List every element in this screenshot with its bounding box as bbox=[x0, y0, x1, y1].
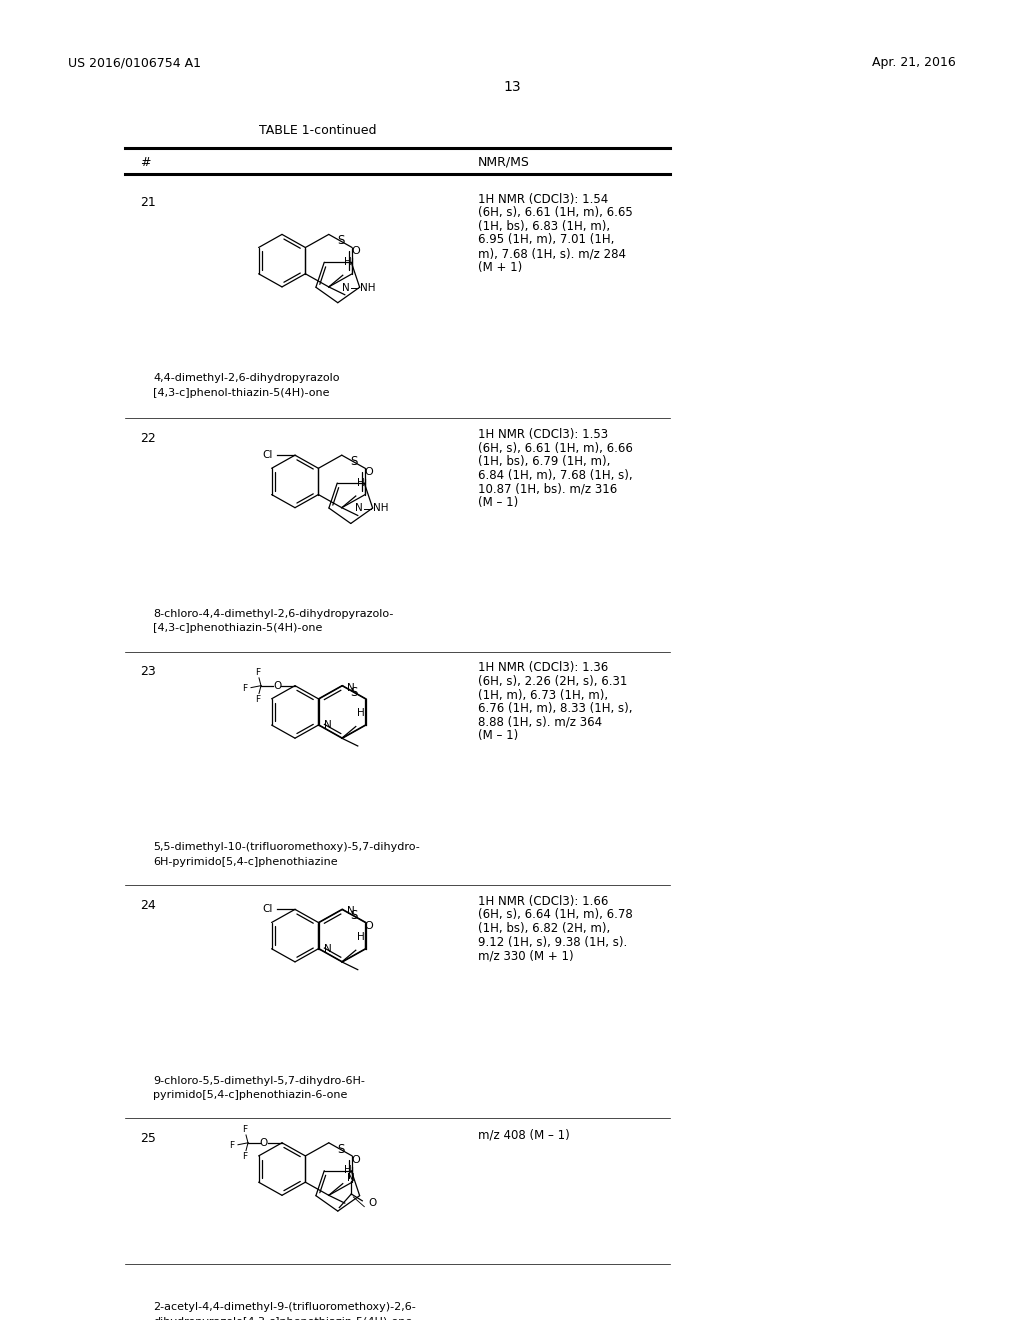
Text: Cl: Cl bbox=[262, 904, 273, 915]
Text: 1H NMR (CDCl3): 1.36: 1H NMR (CDCl3): 1.36 bbox=[478, 661, 608, 675]
Text: (1H, bs), 6.83 (1H, m),: (1H, bs), 6.83 (1H, m), bbox=[478, 220, 610, 232]
Text: (1H, bs), 6.79 (1H, m),: (1H, bs), 6.79 (1H, m), bbox=[478, 455, 610, 469]
Text: m), 7.68 (1H, s). m/z 284: m), 7.68 (1H, s). m/z 284 bbox=[478, 247, 626, 260]
Text: 6.84 (1H, m), 7.68 (1H, s),: 6.84 (1H, m), 7.68 (1H, s), bbox=[478, 469, 633, 482]
Text: F: F bbox=[229, 1142, 234, 1150]
Text: 6H-pyrimido[5,4-c]phenothiazine: 6H-pyrimido[5,4-c]phenothiazine bbox=[153, 857, 338, 867]
Text: S: S bbox=[350, 909, 357, 923]
Text: H: H bbox=[357, 478, 365, 488]
Text: 1H NMR (CDCl3): 1.54: 1H NMR (CDCl3): 1.54 bbox=[478, 193, 608, 206]
Text: 4,4-dimethyl-2,6-dihydropyrazolo: 4,4-dimethyl-2,6-dihydropyrazolo bbox=[153, 374, 340, 384]
Text: Apr. 21, 2016: Apr. 21, 2016 bbox=[872, 57, 956, 70]
Text: (M – 1): (M – 1) bbox=[478, 496, 518, 510]
Text: NH: NH bbox=[360, 282, 376, 293]
Text: N: N bbox=[347, 1172, 355, 1183]
Text: O: O bbox=[369, 1197, 377, 1208]
Text: (1H, bs), 6.82 (2H, m),: (1H, bs), 6.82 (2H, m), bbox=[478, 921, 610, 935]
Text: S: S bbox=[350, 455, 357, 469]
Text: F: F bbox=[255, 668, 260, 677]
Text: 1H NMR (CDCl3): 1.66: 1H NMR (CDCl3): 1.66 bbox=[478, 895, 608, 908]
Text: 9-chloro-5,5-dimethyl-5,7-dihydro-6H-: 9-chloro-5,5-dimethyl-5,7-dihydro-6H- bbox=[153, 1076, 365, 1085]
Text: [4,3-c]phenothiazin-5(4H)-one: [4,3-c]phenothiazin-5(4H)-one bbox=[153, 623, 323, 634]
Text: N: N bbox=[347, 907, 354, 916]
Text: 24: 24 bbox=[140, 899, 156, 912]
Text: (6H, s), 6.64 (1H, m), 6.78: (6H, s), 6.64 (1H, m), 6.78 bbox=[478, 908, 633, 921]
Text: m/z 408 (M – 1): m/z 408 (M – 1) bbox=[478, 1129, 569, 1142]
Text: US 2016/0106754 A1: US 2016/0106754 A1 bbox=[68, 57, 201, 70]
Text: H: H bbox=[357, 709, 365, 718]
Text: F: F bbox=[243, 684, 248, 693]
Text: pyrimido[5,4-c]phenothiazin-6-one: pyrimido[5,4-c]phenothiazin-6-one bbox=[153, 1090, 347, 1101]
Text: (M + 1): (M + 1) bbox=[478, 260, 522, 273]
Text: N: N bbox=[342, 282, 349, 293]
Text: F: F bbox=[243, 1152, 248, 1160]
Text: H: H bbox=[344, 1166, 352, 1175]
Text: N: N bbox=[347, 682, 354, 693]
Text: dihydropyrazolo[4,3-c]phenothiazin-5(4H)-one: dihydropyrazolo[4,3-c]phenothiazin-5(4H)… bbox=[153, 1317, 413, 1320]
Text: F: F bbox=[255, 694, 260, 704]
Text: O: O bbox=[272, 681, 282, 690]
Text: O: O bbox=[352, 1155, 360, 1164]
Text: NMR/MS: NMR/MS bbox=[478, 156, 529, 169]
Text: H: H bbox=[357, 932, 365, 942]
Text: 10.87 (1H, bs). m/z 316: 10.87 (1H, bs). m/z 316 bbox=[478, 482, 617, 495]
Text: S: S bbox=[337, 1143, 344, 1156]
Text: 23: 23 bbox=[140, 665, 156, 678]
Text: 6.76 (1H, m), 8.33 (1H, s),: 6.76 (1H, m), 8.33 (1H, s), bbox=[478, 702, 633, 715]
Text: NH: NH bbox=[374, 503, 389, 513]
Text: (6H, s), 2.26 (2H, s), 6.31: (6H, s), 2.26 (2H, s), 6.31 bbox=[478, 675, 628, 688]
Text: (M – 1): (M – 1) bbox=[478, 730, 518, 742]
Text: 1H NMR (CDCl3): 1.53: 1H NMR (CDCl3): 1.53 bbox=[478, 428, 608, 441]
Text: O: O bbox=[365, 921, 374, 932]
Text: 6.95 (1H, m), 7.01 (1H,: 6.95 (1H, m), 7.01 (1H, bbox=[478, 234, 614, 247]
Text: [4,3-c]phenol-thiazin-5(4H)-one: [4,3-c]phenol-thiazin-5(4H)-one bbox=[153, 388, 330, 399]
Text: Cl: Cl bbox=[262, 450, 273, 461]
Text: TABLE 1-continued: TABLE 1-continued bbox=[259, 124, 377, 137]
Text: 2-acetyl-4,4-dimethyl-9-(trifluoromethoxy)-2,6-: 2-acetyl-4,4-dimethyl-9-(trifluoromethox… bbox=[153, 1303, 416, 1312]
Text: 21: 21 bbox=[140, 197, 156, 210]
Text: 8-chloro-4,4-dimethyl-2,6-dihydropyrazolo-: 8-chloro-4,4-dimethyl-2,6-dihydropyrazol… bbox=[153, 609, 393, 619]
Text: N: N bbox=[354, 503, 362, 513]
Text: O: O bbox=[352, 247, 360, 256]
Text: (1H, m), 6.73 (1H, m),: (1H, m), 6.73 (1H, m), bbox=[478, 689, 608, 702]
Text: O: O bbox=[260, 1138, 268, 1148]
Text: 8.88 (1H, s). m/z 364: 8.88 (1H, s). m/z 364 bbox=[478, 715, 602, 729]
Text: 25: 25 bbox=[140, 1133, 156, 1144]
Text: O: O bbox=[365, 467, 374, 478]
Text: 22: 22 bbox=[140, 432, 156, 445]
Text: S: S bbox=[337, 235, 344, 247]
Text: 9.12 (1H, s), 9.38 (1H, s).: 9.12 (1H, s), 9.38 (1H, s). bbox=[478, 936, 628, 949]
Text: F: F bbox=[243, 1125, 248, 1134]
Text: 5,5-dimethyl-10-(trifluoromethoxy)-5,7-dihydro-: 5,5-dimethyl-10-(trifluoromethoxy)-5,7-d… bbox=[153, 842, 420, 853]
Text: #: # bbox=[140, 156, 151, 169]
Text: (6H, s), 6.61 (1H, m), 6.65: (6H, s), 6.61 (1H, m), 6.65 bbox=[478, 206, 633, 219]
Text: N: N bbox=[325, 721, 332, 730]
Text: m/z 330 (M + 1): m/z 330 (M + 1) bbox=[478, 949, 573, 962]
Text: S: S bbox=[350, 686, 357, 698]
Text: H: H bbox=[344, 257, 352, 267]
Text: 13: 13 bbox=[503, 79, 521, 94]
Text: N: N bbox=[325, 944, 332, 954]
Text: (6H, s), 6.61 (1H, m), 6.66: (6H, s), 6.61 (1H, m), 6.66 bbox=[478, 442, 633, 454]
